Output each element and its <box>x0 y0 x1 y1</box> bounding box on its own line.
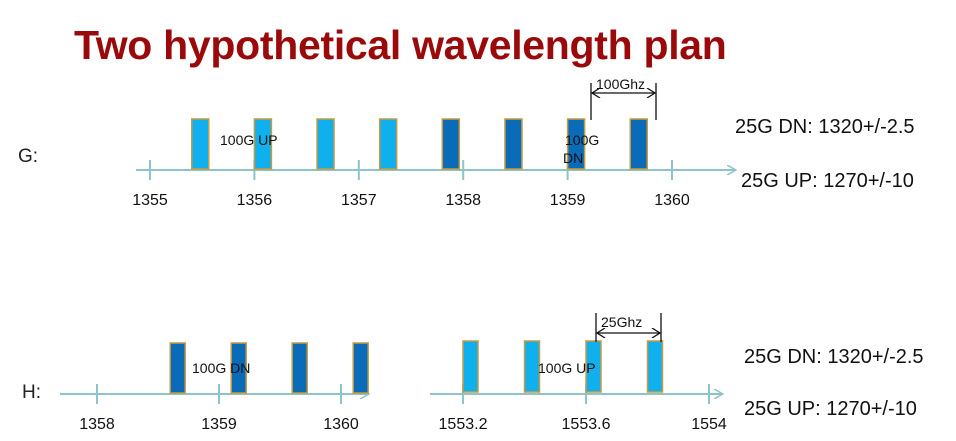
plan-g-channel-bar-2 <box>316 118 335 170</box>
plan-g-tick-label-1: 1356 <box>237 192 273 209</box>
plan-g-tick-label-3: 1358 <box>445 192 481 209</box>
plan-g-spec-up: 25G UP: 1270+/-10 <box>741 170 914 192</box>
plan-h-left-channel-bar-0 <box>169 342 186 394</box>
plan-g-tick-label-5: 1360 <box>654 192 690 209</box>
plan-h-spec-up: 25G UP: 1270+/-10 <box>744 398 917 420</box>
plan-h-right-label: 100G UP <box>538 360 596 376</box>
plan-h-left-label: 100G DN <box>192 360 250 376</box>
plan-h-right-tick-label-1: 1553.6 <box>562 416 611 433</box>
plan-h-spec-dn: 25G DN: 1320+/-2.5 <box>744 346 924 368</box>
plan-h-right-tick-label-0: 1553.2 <box>439 416 488 433</box>
plan-h-left-tick-label-1: 1359 <box>201 416 237 433</box>
plan-h-left-tick-label-2: 1360 <box>323 416 359 433</box>
plan-g-dn-label-line1: 100G <box>565 132 599 148</box>
plan-h-right-channel-bar-0 <box>462 340 479 393</box>
plan-g-channel-bar-0 <box>191 118 210 170</box>
plan-g-channel-bar-7 <box>629 118 648 170</box>
page-title: Two hypothetical wavelength plan <box>74 22 727 68</box>
plan-h-right-channel-bar-2 <box>585 340 602 393</box>
plan-h-left-tick-label-0: 1358 <box>79 416 115 433</box>
plan-h-right-channel-bar-3 <box>646 340 664 393</box>
plan-g-tick-label-2: 1357 <box>341 192 377 209</box>
plan-g-label: G: <box>18 146 39 167</box>
plan-g-spacing-label: 100Ghz <box>596 76 645 92</box>
plan-g-spec-dn: 25G DN: 1320+/-2.5 <box>735 116 915 138</box>
plan-g-tick-label-4: 1359 <box>550 192 586 209</box>
plan-g-up-label: 100G UP <box>220 132 278 148</box>
plan-h-right-tick-label-2: 1554 <box>691 416 727 433</box>
plan-h-spacing-label: 25Ghz <box>601 314 642 330</box>
plan-g-channel-bar-4 <box>441 118 461 170</box>
plan-g-tick-label-0: 1355 <box>132 192 168 209</box>
plan-h-left-channel-bar-1 <box>230 342 247 394</box>
plan-h-label: H: <box>22 382 41 403</box>
plan-g-dn-label-line2: DN <box>563 150 583 166</box>
plan-h-left-channel-bar-2 <box>291 342 308 394</box>
plan-h-right-channel-bar-1 <box>523 340 541 393</box>
plan-h-left-channel-bar-3 <box>352 342 369 394</box>
plan-g-channel-bar-1 <box>253 118 273 170</box>
plan-g-channel-bar-6 <box>566 118 586 170</box>
plan-g-channel-bar-3 <box>378 118 398 170</box>
plan-g-channel-bar-5 <box>504 118 523 170</box>
